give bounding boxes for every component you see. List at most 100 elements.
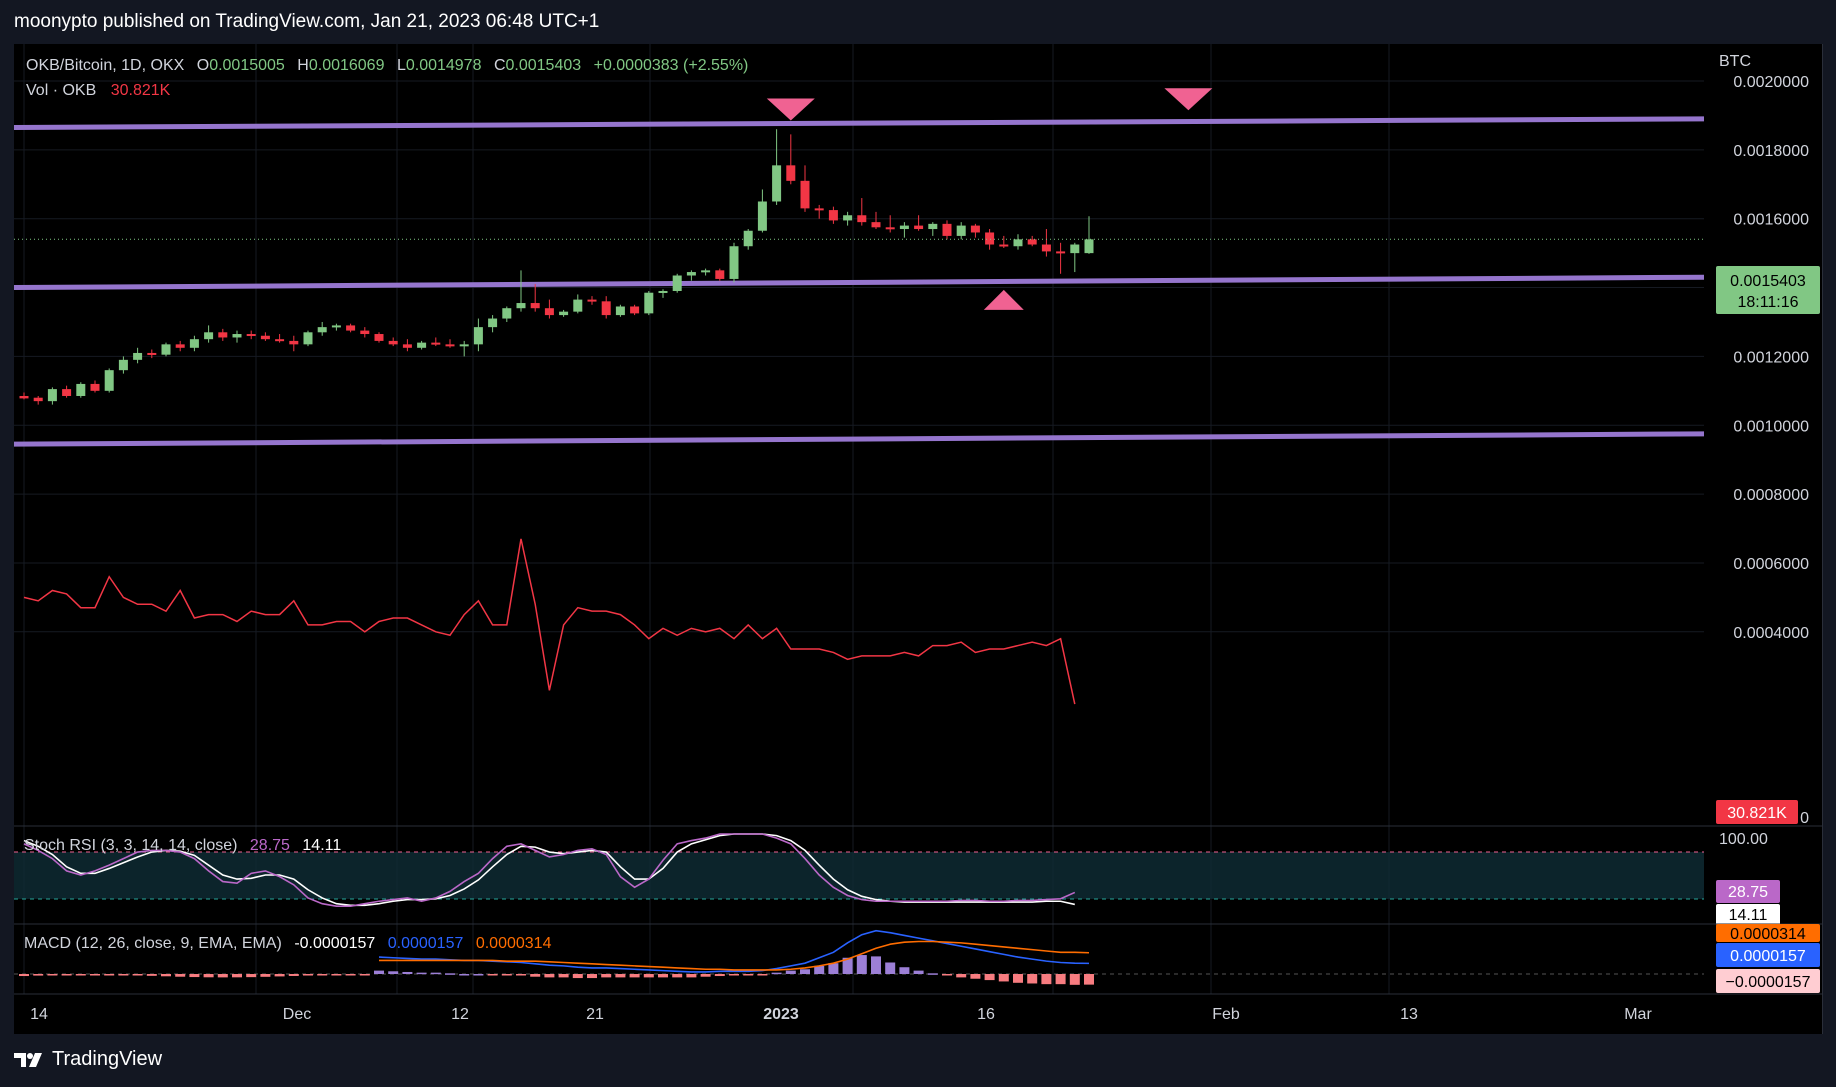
publisher-header: moonypto published on TradingView.com, J… — [0, 0, 1836, 44]
trendlines[interactable] — [13, 116, 1705, 447]
markers[interactable] — [766, 88, 1213, 310]
candle-body — [175, 344, 185, 348]
macd-histogram-bar — [558, 974, 569, 978]
candle-body — [1056, 251, 1066, 254]
stoch-band — [14, 852, 1704, 899]
candle-body — [33, 397, 43, 402]
macd-histogram-bar — [19, 974, 29, 977]
macd-histogram-bar — [331, 974, 342, 976]
time-tick-label: Feb — [1212, 1006, 1240, 1023]
candle-body — [530, 303, 540, 309]
candle-body — [275, 339, 285, 342]
currency-label: BTC — [1719, 53, 1751, 70]
candle-body — [828, 210, 838, 221]
macd-histogram-bar — [288, 974, 299, 976]
volume-badge — [1716, 800, 1798, 824]
candle-body — [445, 344, 455, 347]
grid — [14, 44, 1704, 994]
macd-histogram-bar — [516, 974, 526, 976]
volume-legend-value: 30.821K — [111, 82, 171, 99]
macd-hist-value: -0.0000157 — [294, 935, 375, 952]
candle-body — [417, 342, 427, 348]
macd-histogram-bar — [61, 974, 72, 976]
candle-body — [62, 389, 72, 396]
macd-histogram-bar — [459, 974, 470, 976]
macd-histogram-bar — [530, 974, 541, 977]
macd-histogram-bar — [33, 974, 44, 976]
candle-body — [19, 395, 29, 399]
macd-histogram-bar — [785, 970, 796, 974]
stoch-top-tick: 100.00 — [1719, 831, 1768, 848]
macd-histogram-bar — [303, 974, 313, 976]
candle-body — [857, 215, 867, 223]
price-tick-label: 0.0012000 — [1733, 349, 1809, 366]
candle-body — [544, 308, 554, 316]
footer-brand: TradingView — [52, 1048, 163, 1070]
candle-body — [374, 334, 384, 341]
macd-badge-value: 0.0000157 — [1730, 948, 1806, 965]
macd-histogram-bar — [700, 974, 711, 977]
macd-histogram-bar — [984, 974, 995, 981]
macd-histogram-bar — [658, 974, 668, 978]
macd-histogram-bar — [118, 974, 129, 976]
candle-body — [914, 225, 924, 230]
macd-hist-badge-value: −0.0000157 — [1726, 974, 1811, 991]
macd-histogram-bar — [913, 970, 924, 974]
time-tick-label: 2023 — [763, 1006, 799, 1023]
candles — [19, 129, 1094, 405]
candle-body — [970, 225, 980, 233]
candle-body — [573, 299, 583, 312]
macd-signal-badge — [1716, 924, 1820, 942]
macd-histogram-bar — [1027, 974, 1038, 984]
macd-histogram-bar — [132, 974, 143, 976]
candle-body — [772, 165, 782, 202]
macd-histogram-bar — [1055, 974, 1066, 985]
candle-body — [1084, 239, 1094, 254]
time-axis[interactable]: 14 Dec 12 21 2023 16 Feb 13 Mar — [30, 1006, 1652, 1023]
stoch-d-badge-value: 14.11 — [1729, 907, 1768, 924]
macd-histogram-bar — [501, 974, 512, 976]
volume-badge-value: 30.821K — [1727, 805, 1787, 822]
candle-body — [317, 327, 327, 333]
tradingview-logo[interactable]: TradingView — [14, 1048, 162, 1071]
candle-body — [814, 208, 824, 211]
macd-signal-value: 0.0000314 — [476, 935, 552, 952]
candle-body — [701, 270, 711, 273]
candle-body — [715, 270, 725, 279]
candle-body — [516, 303, 526, 309]
macd-histogram-bar — [274, 974, 285, 977]
volume-legend: Vol · OKB 30.821K — [26, 82, 171, 99]
candle-body — [502, 308, 512, 319]
macd-histogram-bar — [842, 957, 853, 974]
candle-body — [843, 215, 853, 221]
macd-histogram-bar — [161, 974, 171, 977]
time-tick-label: Dec — [283, 1006, 311, 1023]
macd-histogram-bar — [388, 971, 399, 974]
macd-histogram-bar — [743, 974, 754, 976]
candle-body — [686, 272, 696, 276]
macd-histogram-bar — [359, 974, 370, 976]
macd-histogram-bar — [927, 973, 938, 975]
macd-histogram-bar — [217, 974, 228, 978]
footer: TradingView — [0, 1034, 1836, 1087]
price-axis[interactable]: 0.00200000.00180000.00160000.00140000.00… — [1733, 74, 1809, 642]
volume-line — [23, 538, 1076, 705]
chart-canvas[interactable]: BTC 0.00200000.00180000.00160000.0014000… — [13, 44, 1822, 1034]
open-value: 0.0015005 — [209, 57, 285, 74]
candle-body — [260, 335, 270, 340]
price-tick-label: 0.0008000 — [1733, 487, 1809, 504]
candle-body — [672, 275, 682, 291]
change-value: +0.0000383 (+2.55%) — [594, 57, 749, 74]
chart-area[interactable]: BTC 0.00200000.00180000.00160000.0014000… — [13, 44, 1823, 1034]
candle-body — [871, 222, 881, 228]
candle-body — [729, 246, 739, 279]
candle-body — [118, 359, 128, 371]
tradingview-logo-icon — [14, 1052, 42, 1067]
macd-legend: MACD (12, 26, close, 9, EMA, EMA) -0.000… — [24, 935, 552, 952]
macd-histogram-bar — [729, 974, 739, 976]
sell-marker — [1164, 88, 1213, 111]
candle-body — [331, 325, 341, 328]
price-tick-label: 0.0010000 — [1733, 418, 1809, 435]
macd-histogram-bar — [672, 974, 683, 978]
candle-body — [999, 244, 1009, 247]
